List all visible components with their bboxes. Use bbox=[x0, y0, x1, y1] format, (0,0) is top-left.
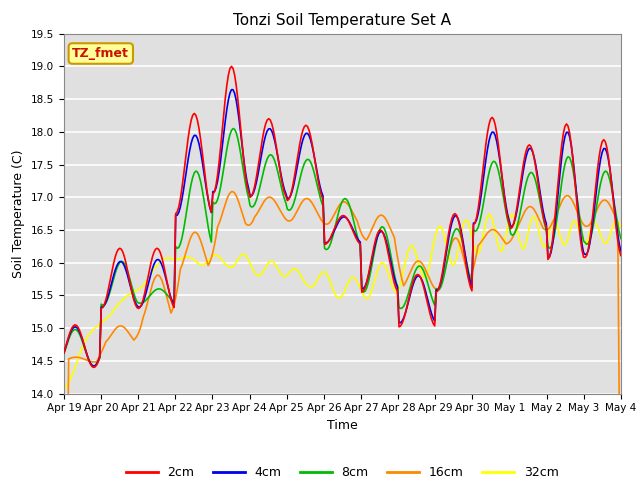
Text: TZ_fmet: TZ_fmet bbox=[72, 47, 129, 60]
8cm bbox=[60, 350, 68, 356]
16cm bbox=[588, 219, 595, 225]
8cm bbox=[307, 159, 314, 165]
32cm bbox=[303, 283, 311, 288]
32cm bbox=[129, 290, 136, 296]
2cm bbox=[589, 211, 596, 216]
4cm bbox=[130, 296, 138, 301]
4cm bbox=[248, 193, 255, 199]
8cm bbox=[589, 225, 596, 230]
X-axis label: Time: Time bbox=[327, 419, 358, 432]
4cm bbox=[617, 248, 625, 254]
Y-axis label: Soil Temperature (C): Soil Temperature (C) bbox=[12, 149, 26, 278]
16cm bbox=[229, 189, 237, 194]
2cm bbox=[130, 297, 138, 302]
16cm bbox=[305, 196, 313, 202]
Line: 16cm: 16cm bbox=[64, 192, 621, 480]
Legend: 2cm, 4cm, 8cm, 16cm, 32cm: 2cm, 4cm, 8cm, 16cm, 32cm bbox=[122, 461, 563, 480]
2cm bbox=[60, 350, 68, 356]
8cm bbox=[228, 128, 236, 133]
Line: 8cm: 8cm bbox=[64, 129, 621, 366]
4cm bbox=[60, 349, 68, 355]
32cm bbox=[254, 273, 262, 279]
4cm bbox=[589, 219, 596, 225]
8cm bbox=[617, 236, 625, 241]
32cm bbox=[485, 211, 493, 217]
Line: 4cm: 4cm bbox=[64, 90, 621, 366]
8cm bbox=[130, 290, 138, 296]
2cm bbox=[90, 364, 97, 370]
4cm bbox=[229, 87, 237, 93]
Title: Tonzi Soil Temperature Set A: Tonzi Soil Temperature Set A bbox=[234, 13, 451, 28]
32cm bbox=[244, 257, 252, 263]
4cm bbox=[257, 155, 265, 160]
16cm bbox=[246, 222, 254, 228]
2cm bbox=[228, 63, 236, 69]
16cm bbox=[226, 190, 234, 196]
32cm bbox=[588, 225, 595, 231]
8cm bbox=[90, 363, 97, 369]
2cm bbox=[257, 145, 265, 151]
16cm bbox=[129, 335, 136, 341]
2cm bbox=[248, 193, 255, 199]
8cm bbox=[248, 204, 255, 210]
32cm bbox=[226, 264, 234, 270]
2cm bbox=[229, 66, 237, 72]
8cm bbox=[229, 126, 237, 132]
4cm bbox=[307, 137, 314, 143]
16cm bbox=[255, 206, 263, 212]
Line: 2cm: 2cm bbox=[64, 66, 621, 367]
4cm bbox=[90, 363, 97, 369]
32cm bbox=[60, 384, 68, 390]
2cm bbox=[617, 252, 625, 258]
4cm bbox=[228, 87, 236, 93]
Line: 32cm: 32cm bbox=[64, 214, 621, 387]
32cm bbox=[617, 224, 625, 229]
8cm bbox=[257, 180, 265, 185]
2cm bbox=[307, 133, 314, 139]
